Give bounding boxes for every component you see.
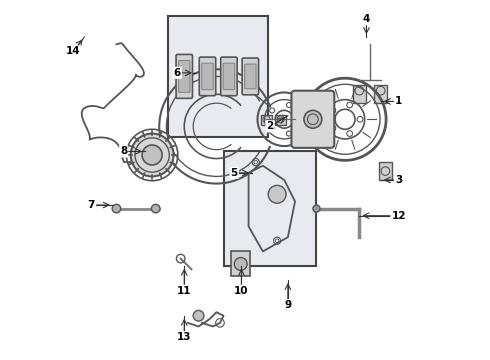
Circle shape (304, 111, 322, 128)
Bar (297, 96, 329, 139)
Circle shape (193, 310, 204, 321)
FancyBboxPatch shape (242, 58, 259, 95)
Circle shape (112, 204, 121, 213)
FancyBboxPatch shape (292, 91, 334, 148)
Text: 1: 1 (395, 96, 402, 107)
FancyBboxPatch shape (245, 64, 256, 89)
Bar (379, 162, 392, 180)
FancyBboxPatch shape (176, 54, 193, 98)
Circle shape (268, 185, 286, 203)
Text: 13: 13 (177, 332, 192, 342)
Bar (353, 85, 366, 103)
Circle shape (131, 134, 173, 176)
Text: 3: 3 (395, 175, 402, 185)
Text: 14: 14 (66, 46, 81, 57)
FancyBboxPatch shape (223, 63, 235, 90)
Text: 2: 2 (267, 121, 273, 131)
FancyBboxPatch shape (202, 63, 213, 90)
FancyBboxPatch shape (220, 57, 237, 96)
Bar (275, 114, 286, 125)
Bar (168, 16, 268, 137)
Circle shape (234, 257, 247, 270)
Text: 6: 6 (173, 68, 181, 78)
Text: 4: 4 (363, 14, 370, 24)
Text: 10: 10 (234, 286, 249, 296)
Circle shape (151, 204, 160, 213)
FancyBboxPatch shape (178, 60, 190, 92)
Bar (374, 85, 387, 103)
Circle shape (313, 205, 320, 212)
Text: 11: 11 (177, 286, 192, 296)
Bar (261, 114, 272, 125)
Text: 12: 12 (392, 211, 406, 221)
Text: 7: 7 (88, 200, 95, 210)
Text: 5: 5 (231, 168, 238, 178)
Text: 8: 8 (120, 147, 127, 157)
Circle shape (142, 145, 162, 165)
Bar (223, 152, 317, 266)
Bar (231, 251, 250, 276)
FancyBboxPatch shape (199, 57, 216, 96)
Text: 9: 9 (284, 300, 292, 310)
